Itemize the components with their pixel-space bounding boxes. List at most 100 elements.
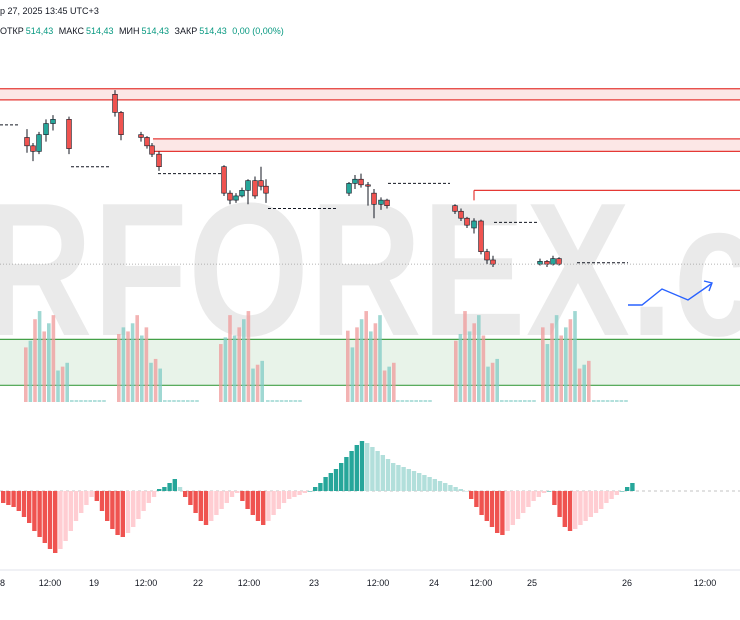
volume-bar (481, 335, 486, 402)
oscillator-bar (141, 491, 146, 511)
time-axis-label: 12:00 (135, 578, 158, 588)
oscillator-bar (105, 491, 110, 521)
oscillator-bar (593, 491, 599, 513)
volume-bar (79, 400, 83, 402)
volume-bar (564, 327, 568, 402)
volume-bar (37, 311, 42, 402)
volume-bar (102, 400, 106, 402)
oscillator-bar (510, 491, 515, 525)
oscillator-bar (110, 491, 115, 529)
volume-bar (527, 400, 532, 402)
volume-bar (359, 319, 364, 402)
oscillator-bar (47, 491, 53, 549)
oscillator-bar (99, 491, 105, 511)
volume-bar (513, 400, 518, 402)
volume-bar (554, 315, 559, 402)
volume-bar (65, 362, 69, 402)
oscillator-bar (313, 487, 318, 491)
volume-bar (56, 370, 60, 402)
volume-bar (83, 400, 88, 402)
oscillator-bar (458, 489, 463, 491)
candle-body (24, 137, 30, 147)
oscillator-bar (375, 451, 380, 491)
candle-body (556, 258, 562, 265)
volume-bar (495, 358, 499, 402)
candle-body (358, 178, 364, 186)
oscillator-bar (214, 491, 219, 515)
open-value: 514,43 (25, 26, 54, 36)
candle-body (452, 205, 458, 212)
oscillator-bar (521, 491, 526, 513)
volume-bar (93, 400, 97, 402)
volume-bar (42, 331, 46, 402)
volume-bar (70, 400, 74, 402)
candle-body (263, 185, 269, 194)
volume-bar (181, 400, 185, 402)
candle-body (138, 134, 144, 138)
oscillator-bar (255, 491, 261, 521)
volume-bar (219, 344, 223, 402)
oscillator-bar (240, 491, 245, 501)
volume-bar (419, 400, 423, 402)
volume-bar (33, 319, 37, 402)
volume-bar (596, 400, 601, 402)
oscillator-bar (79, 491, 84, 513)
candle-body (36, 134, 42, 152)
low-value: 514,43 (141, 26, 169, 36)
volume-bar (97, 400, 102, 402)
candle-body (478, 220, 484, 252)
volume-bar (293, 400, 298, 402)
volume-bar (350, 347, 355, 402)
volume-bar (523, 400, 527, 402)
candle-body (484, 251, 490, 261)
candle-body (550, 258, 556, 265)
volume-bar (284, 400, 288, 402)
candle-body (221, 166, 227, 194)
oscillator-bar (53, 491, 58, 553)
oscillator-bar (16, 491, 21, 511)
volume-bar (532, 400, 536, 402)
oscillator-bar (281, 491, 287, 503)
candle-body (458, 210, 464, 219)
volume-bar (279, 400, 284, 402)
oscillator-bar (84, 491, 89, 505)
oscillator-bar (146, 491, 151, 503)
volume-bar (144, 327, 149, 402)
volume-bar (550, 323, 554, 402)
oscillator-bar (21, 491, 27, 517)
oscillator-bar (385, 459, 391, 491)
oscillator-bar (370, 447, 375, 491)
candle-body (227, 192, 233, 201)
oscillator-bar (573, 491, 578, 529)
oscillator-bar (588, 491, 593, 517)
oscillator-bar (125, 491, 131, 533)
volume-bar (472, 323, 476, 402)
oscillator-bar (37, 491, 42, 537)
oscillator-bar (437, 481, 443, 491)
volume-bar (423, 400, 428, 402)
candles-layer (24, 90, 562, 267)
volume-bar (172, 400, 176, 402)
candle-body (490, 259, 496, 265)
volume-bar (228, 315, 232, 402)
candle-body (66, 119, 72, 149)
oscillator-bar (203, 491, 209, 525)
oscillator-bar (515, 491, 521, 519)
candle-body (384, 199, 390, 206)
oscillator-bar (198, 491, 203, 521)
oscillator-bar (495, 491, 500, 533)
oscillator-bar (609, 491, 614, 499)
oscillator-bar (443, 483, 448, 491)
oscillator-bar (526, 491, 531, 507)
volume-bar (24, 347, 28, 402)
oscillator-bar (531, 491, 536, 501)
time-axis-label: 19 (89, 578, 99, 588)
oscillator-bar (32, 491, 37, 531)
time-axis-label: 22 (193, 578, 203, 588)
candle-body (378, 199, 384, 205)
oscillator-bar (292, 491, 297, 497)
volume-bar (541, 327, 545, 402)
oscillator-bar (599, 491, 604, 509)
volume-bar (392, 362, 396, 402)
